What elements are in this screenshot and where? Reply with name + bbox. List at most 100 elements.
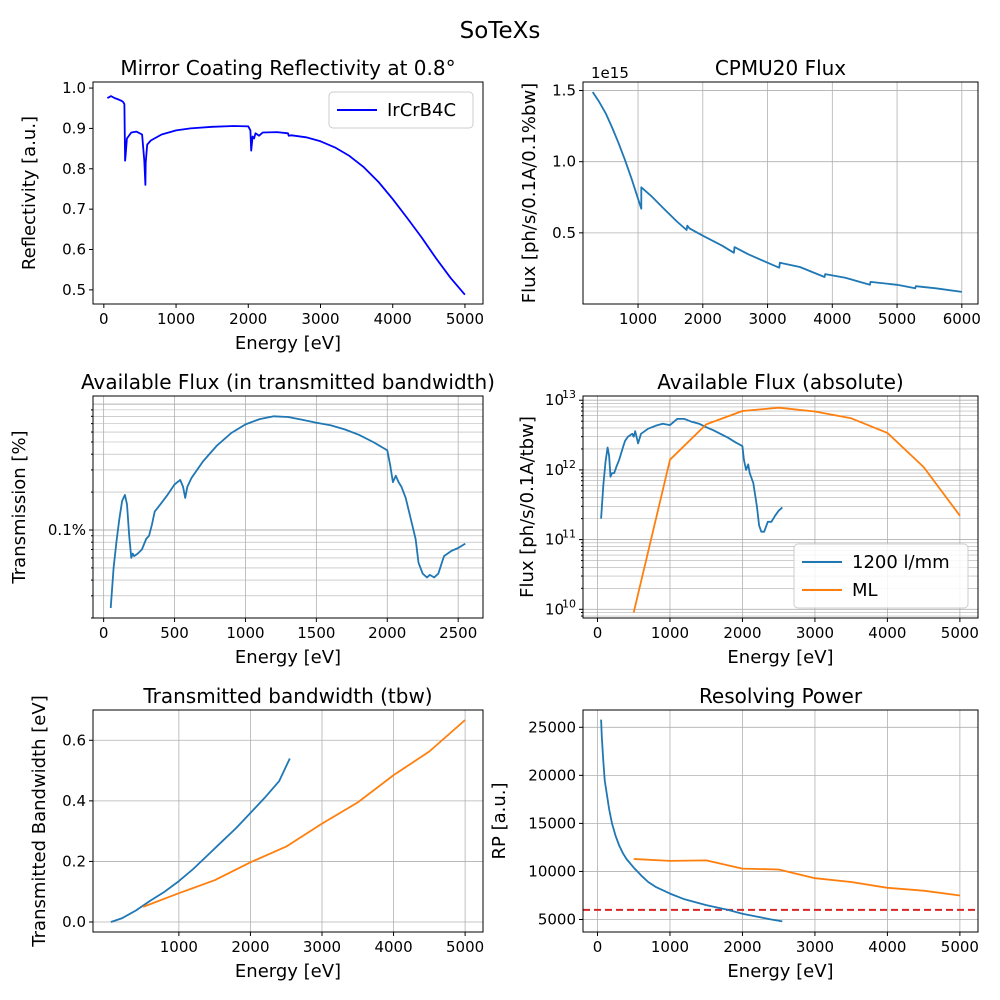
y-axis-label: Transmitted Bandwidth [eV] [29,695,50,947]
y-tick-base: 10 [545,391,564,409]
series-line-ircrb4c [106,95,466,296]
series-group-tbw [110,719,466,923]
x-axis-label: Energy [eV] [235,961,341,982]
y-tick-label: 1.0 [552,153,576,171]
y-tick-label: 0.6 [62,731,86,749]
x-tick-label: 1000 [619,310,657,328]
plot-frame [92,709,484,933]
x-tick-label: 0 [593,624,603,642]
series-group-flux_absolute [600,406,961,613]
series-group-flux_transmitted [109,415,466,609]
x-tick-label: 2000 [723,624,761,642]
x-tick-label: 4000 [868,938,906,956]
y-axis-label: RP [a.u.] [489,782,510,859]
plot-frame [582,81,979,305]
y-tick-label: 0.8 [62,160,86,178]
chart-tbw: 1000 2000 3000 4000 5000 0.0 0.2 0.4 0.6 Transmit… [29,684,484,982]
grid-rp [583,710,978,932]
plot-frame [92,81,484,305]
x-tick-label: 4000 [374,310,412,328]
series-line-1200-l-mm [600,417,783,533]
y-tick-label: 0.5 [552,224,576,242]
legend: IrCrB4C [328,91,474,129]
y-tick-label: 10000 [528,862,576,880]
chart-title: Mirror Coating Reflectivity at 0.8° [120,56,455,80]
series-line-1 [110,758,291,923]
chart-flux_absolute: 0 1000 2000 3000 4000 50001010101110121013Ava… [517,370,979,668]
x-tick-label: 5000 [446,938,484,956]
y-tick-base: 10 [545,461,564,479]
x-tick-label: 0 [99,310,109,328]
x-tick-label: 2500 [439,624,477,642]
series-line-1 [109,415,466,609]
x-tick-label: 6000 [943,310,981,328]
legend-label: ML [852,580,878,601]
legend-label: IrCrB4C [387,100,456,121]
x-tick-label: 1000 [160,938,198,956]
x-tick-label: 4000 [813,310,851,328]
series-line-2 [633,858,961,897]
plot-frame [92,395,484,619]
y-axis-label: Transmission [%] [9,430,30,584]
y-axis-label: Reflectivity [a.u.] [19,116,40,270]
chart-title: Resolving Power [699,684,863,708]
x-tick-label: 5000 [446,310,484,328]
y-tick-label: 0.9 [62,119,86,137]
y-tick-exponent: 13 [562,388,576,401]
chart-flux_transmitted: 0 500 1000 1500 2000 2500 0.1% Available Flux (… [9,370,495,668]
y-tick-base: 10 [545,600,564,618]
series-group-rp [583,719,978,923]
grid-cpmu_flux [583,82,978,304]
y-tick-label: 1.5 [552,82,576,100]
x-axis-label: Energy [eV] [727,961,833,982]
series-line-1 [591,91,962,293]
x-tick-label: 1000 [651,624,689,642]
y-tick-base: 10 [545,531,564,549]
x-tick-label: 2000 [684,310,722,328]
x-tick-label: 2000 [368,624,406,642]
x-tick-label: 3000 [303,938,341,956]
x-tick-label: 1500 [297,624,335,642]
y-tick-label: 0.0 [62,913,86,931]
legend-label: 1200 l/mm [852,552,950,573]
x-tick-label: 5000 [878,310,916,328]
chart-rp: 0 1000 2000 3000 4000 5000 5000 10000 15000 20000… [489,684,979,982]
y-tick-label: 0.1% [48,521,86,539]
x-tick-label: 5000 [941,938,979,956]
x-tick-label: 1000 [157,310,195,328]
axis-multiplier: 1e15 [591,64,629,82]
x-tick-label: 500 [160,624,189,642]
y-tick-label: 0.2 [62,852,86,870]
y-tick-label: 20000 [528,766,576,784]
figure-suptitle: SoTeXs [460,18,541,44]
chart-title: CPMU20 Flux [715,56,846,80]
series-line-1 [600,719,783,923]
plot-frame [582,709,979,933]
chart-reflectivity: 0 1000 2000 3000 4000 5000 0.5 0.6 0.7 0.8 0.9 1.0 M… [19,56,484,354]
y-tick-label: 25000 [528,718,576,736]
y-tick-label: 1010 [545,597,576,618]
x-tick-label: 4000 [868,624,906,642]
x-tick-label: 3000 [301,310,339,328]
x-tick-label: 4000 [374,938,412,956]
x-tick-label: 3000 [748,310,786,328]
x-tick-label: 1000 [651,938,689,956]
x-tick-label: 1000 [226,624,264,642]
plot-frame [582,395,979,619]
x-tick-label: 2000 [229,310,267,328]
grid-tbw [93,710,483,932]
x-tick-label: 0 [99,624,109,642]
x-tick-label: 3000 [796,938,834,956]
legend-box [793,543,969,609]
y-tick-label: 1.0 [62,79,86,97]
x-axis-label: Energy [eV] [235,333,341,354]
series-group-reflectivity [106,95,466,296]
y-axis-label: Flux [ph/s/0.1A/tbw] [517,416,538,598]
y-tick-label: 0.5 [62,281,86,299]
x-tick-label: 2000 [723,938,761,956]
x-axis-label: Energy [eV] [727,647,833,668]
chart-title: Available Flux (absolute) [657,370,903,394]
x-axis-label: Energy [eV] [235,647,341,668]
